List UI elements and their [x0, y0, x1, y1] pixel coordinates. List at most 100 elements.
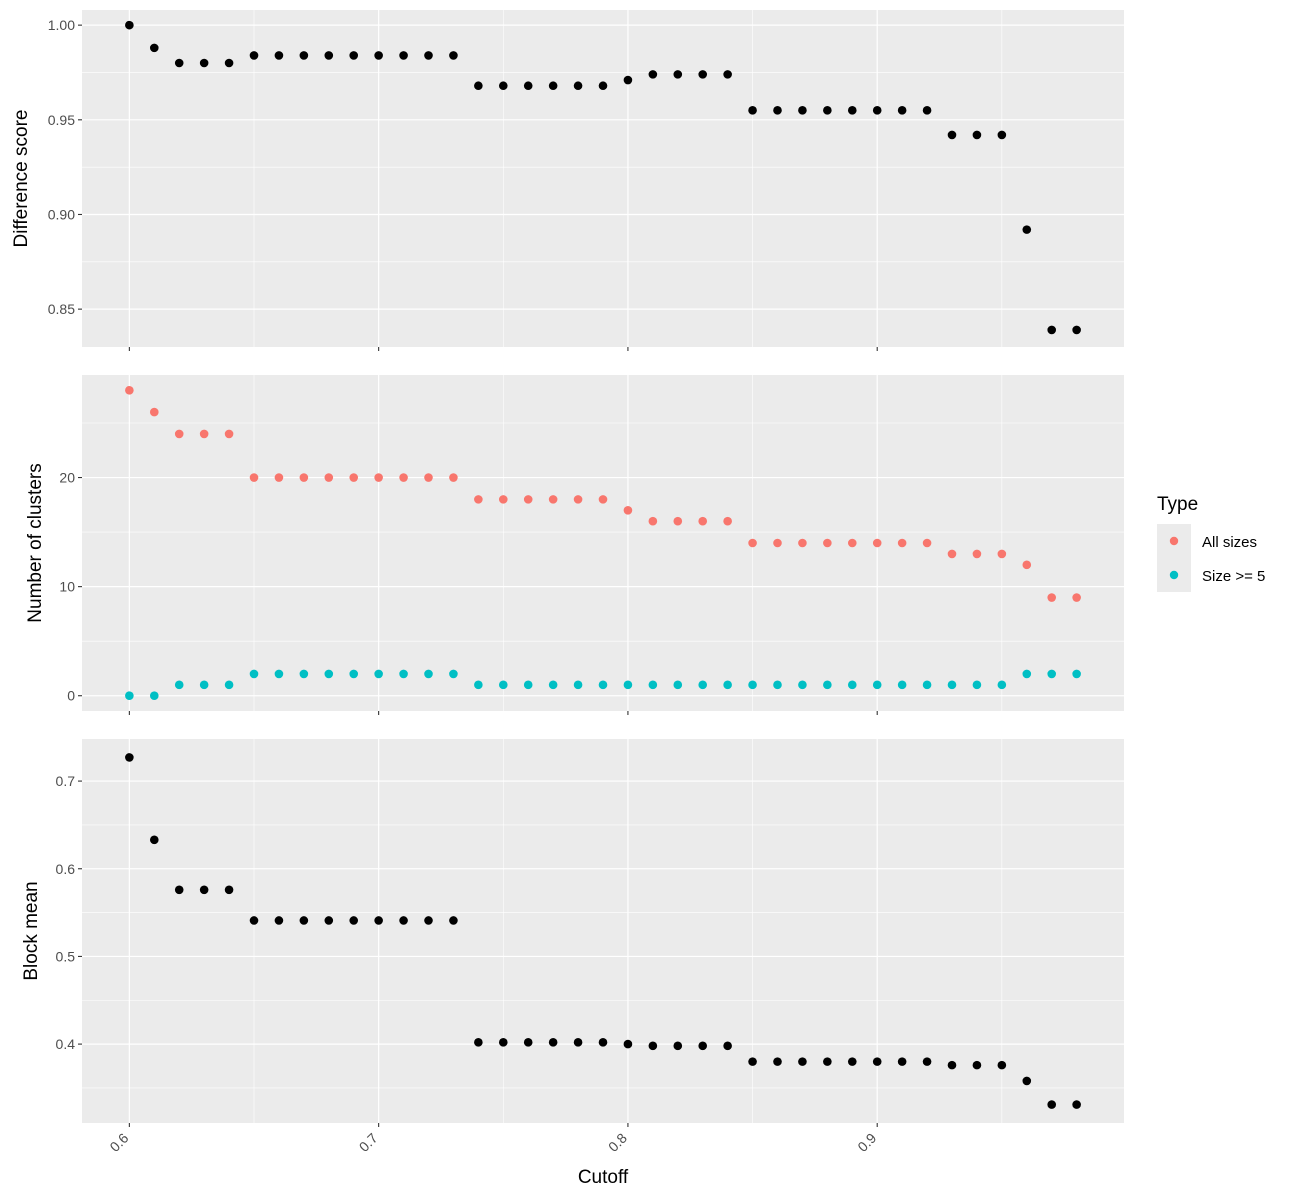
y-tick-label: 10 [59, 579, 75, 595]
data-point [449, 51, 458, 60]
data-point [872, 1057, 882, 1066]
data-point [249, 51, 259, 60]
data-point [199, 680, 209, 690]
data-point [698, 680, 708, 690]
data-point [498, 1038, 508, 1047]
panel-3: 0.4 0.5 0.6 0.7 Block mean 0.6 0.7 0.8 0.9 [21, 739, 1124, 1155]
data-point [773, 1057, 782, 1066]
data-point [249, 916, 259, 925]
data-point [723, 680, 732, 690]
data-point [349, 669, 359, 679]
data-point [374, 916, 383, 925]
data-point [174, 58, 184, 68]
data-point [673, 516, 683, 526]
data-point [149, 691, 159, 701]
y-axis-title: Number of clusters [25, 463, 46, 622]
x-tick-label: 0.8 [605, 1130, 630, 1155]
data-point [1072, 593, 1081, 602]
data-point [897, 106, 907, 115]
data-point [249, 669, 259, 679]
data-point [698, 516, 708, 526]
data-point [872, 106, 882, 115]
data-point [947, 680, 957, 690]
data-point [474, 1038, 483, 1047]
data-point [149, 407, 159, 417]
data-point [199, 429, 209, 439]
data-point [847, 538, 857, 548]
data-point [374, 473, 383, 482]
y-tick-label: 0.4 [56, 1036, 76, 1052]
data-point [847, 1057, 857, 1066]
data-point [125, 385, 134, 395]
data-point [922, 680, 932, 690]
y-tick-label: 0.6 [56, 861, 76, 877]
data-point [1072, 1100, 1081, 1109]
data-point [972, 680, 982, 690]
y-tick-label: 0.95 [48, 112, 75, 128]
y-tick-label: 0.90 [48, 206, 75, 222]
data-point [523, 680, 533, 690]
data-point [424, 473, 433, 482]
data-point [798, 538, 807, 548]
data-point [224, 885, 234, 895]
data-point [598, 495, 608, 504]
data-point [548, 1038, 558, 1047]
data-point [698, 1041, 708, 1051]
data-point [174, 680, 184, 690]
data-point [174, 885, 184, 895]
data-point [922, 538, 932, 548]
data-point [1022, 1076, 1032, 1086]
data-point [648, 680, 658, 690]
panel-background [82, 375, 1124, 711]
data-point [324, 916, 334, 925]
data-point [523, 1038, 533, 1047]
data-point [847, 106, 857, 115]
data-point [374, 669, 383, 679]
data-point [972, 549, 982, 559]
data-point [798, 680, 807, 690]
panels: 0.85 0.90 0.95 1.00 Difference score 0 10 20 Num… [11, 10, 1124, 1155]
y-tick-label: 0.85 [48, 301, 75, 317]
data-point [798, 1057, 807, 1066]
data-point [299, 669, 309, 679]
data-point [972, 1060, 982, 1070]
data-point [798, 106, 807, 115]
data-point [125, 691, 134, 701]
data-point [947, 1060, 957, 1070]
legend: Type All sizes Size >= 5 [1157, 494, 1265, 592]
data-point [324, 473, 334, 482]
data-point [748, 680, 757, 690]
data-point [324, 51, 334, 60]
data-point [623, 75, 633, 85]
data-point [224, 58, 234, 68]
data-point [997, 130, 1007, 140]
data-point [723, 1041, 732, 1051]
panel-2: 0 10 20 Number of clusters [25, 375, 1124, 715]
data-point [224, 429, 234, 439]
data-point [324, 669, 334, 679]
data-point [224, 680, 234, 690]
y-tick-label: 20 [59, 470, 75, 486]
x-tick-label: 0.9 [854, 1130, 879, 1155]
data-point [573, 680, 583, 690]
data-point [573, 1038, 583, 1047]
data-point [474, 495, 483, 504]
data-point [648, 1041, 658, 1051]
data-point [573, 495, 583, 504]
data-point [623, 1039, 633, 1049]
data-point [474, 81, 483, 91]
x-tick-label: 0.6 [106, 1130, 131, 1155]
y-axis-title: Block mean [21, 881, 42, 980]
data-point [723, 70, 732, 79]
panel-1: 0.85 0.90 0.95 1.00 Difference score [11, 10, 1124, 351]
data-point [523, 495, 533, 504]
data-point [1047, 325, 1057, 335]
data-point [374, 51, 383, 60]
data-point [498, 81, 508, 91]
data-point [947, 549, 957, 559]
data-point [349, 473, 359, 482]
data-point [723, 516, 732, 526]
data-point [548, 81, 558, 91]
data-point [648, 516, 658, 526]
data-point [274, 51, 284, 60]
